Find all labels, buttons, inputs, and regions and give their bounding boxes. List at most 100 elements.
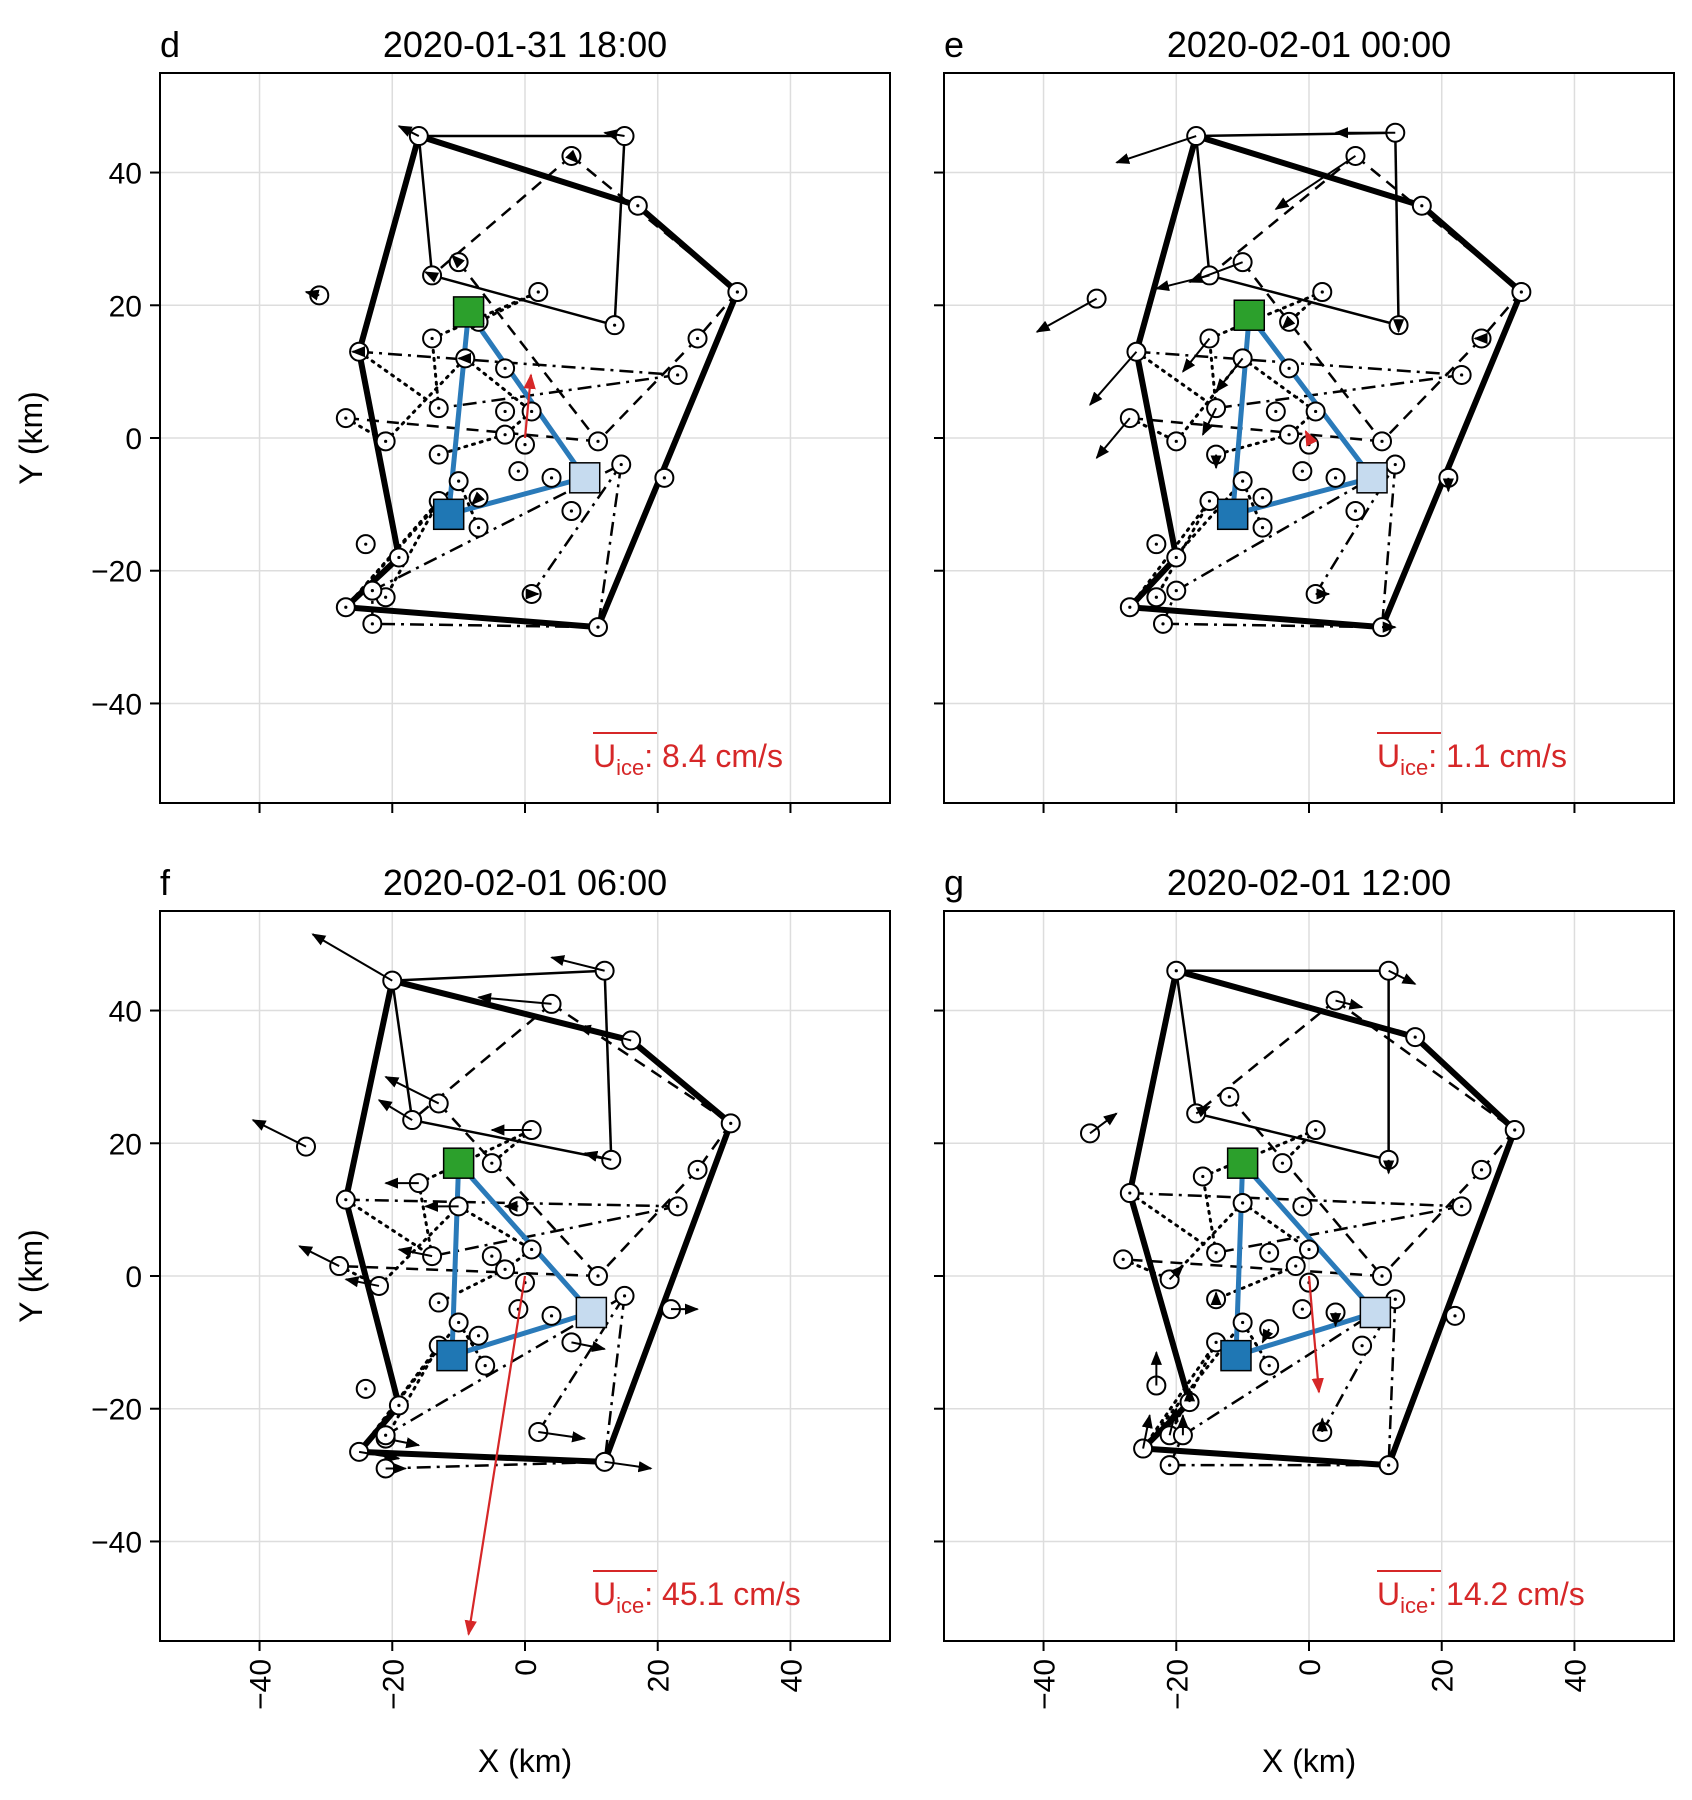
velocity-arrow (311, 933, 393, 982)
y-tick-label: 0 (125, 423, 142, 456)
mean-velocity-arrow (1304, 429, 1318, 447)
dashed-edge (1480, 291, 1523, 340)
velocity-dot (676, 1204, 680, 1208)
y-axis-label: Y (km) (13, 1229, 49, 1323)
velocity-dot (596, 625, 600, 629)
velocity-dot (662, 476, 666, 480)
velocity-dot (397, 555, 401, 560)
velocity-dot (1161, 622, 1165, 626)
plot-area: −40 −20 0 20 40 −40 −20 0 20 40 (91, 910, 891, 1710)
dotted-edge (477, 290, 540, 324)
velocity-arrow (571, 1341, 607, 1353)
y-axis-label: Y (km) (13, 391, 49, 485)
velocity-dot (1314, 409, 1318, 414)
site-squares (1220, 1147, 1392, 1372)
buoy-marker (1232, 252, 1253, 273)
velocity-dot (457, 1320, 461, 1325)
velocity-dot (364, 1387, 368, 1391)
dashed-edge (696, 291, 739, 340)
velocity-dot (1174, 969, 1178, 973)
velocity-dot (1300, 1307, 1304, 1311)
dashdot-edge (1136, 350, 1462, 377)
velocity-dot (1294, 1264, 1298, 1268)
velocity-dot (1201, 1174, 1205, 1179)
speed-value: : 14.2 cm/s (1428, 1576, 1585, 1612)
dotted-edge (1201, 1174, 1218, 1255)
velocity-dot (384, 1433, 388, 1437)
buoy-marker (369, 1275, 389, 1296)
network-lines (337, 969, 734, 1470)
thin-edge (1175, 970, 1198, 1114)
velocity-dot (1168, 1463, 1172, 1467)
velocity-dot (619, 462, 623, 467)
velocity-dot (1154, 595, 1158, 599)
velocity-dot (596, 439, 600, 443)
velocity-arrow (1195, 1105, 1211, 1118)
network-lines (1121, 967, 1518, 1469)
velocity-arrow (576, 1024, 632, 1042)
panel-letter: d (160, 24, 180, 65)
velocity-dot (1260, 496, 1265, 500)
dotted-edge (417, 1128, 534, 1185)
dashed-edge (550, 1002, 732, 1125)
velocity-dot (476, 525, 481, 530)
buoy-marker (1206, 398, 1227, 419)
dashdot-edge (537, 1295, 626, 1433)
velocity-dot (1260, 525, 1265, 530)
speed-subscript: ice (616, 755, 644, 780)
x-tick-label: 40 (775, 1659, 808, 1692)
speed-value: : 8.4 cm/s (644, 738, 783, 774)
velocity-dot (1214, 1251, 1218, 1255)
dashed-edge (1241, 261, 1383, 443)
dashed-edge (457, 261, 599, 443)
velocity-dot (503, 409, 507, 414)
site-square (1356, 462, 1388, 494)
site-square (436, 1339, 468, 1372)
y-tick-label: −20 (91, 1394, 142, 1427)
velocity-dot (384, 595, 388, 599)
velocity-dot (695, 1168, 700, 1172)
panel-letter: g (944, 862, 964, 903)
velocity-dot (364, 542, 368, 546)
velocity-dot (503, 366, 507, 370)
thin-edge (411, 1118, 612, 1162)
speed-subscript: ice (616, 1593, 644, 1618)
velocity-arrow (1089, 1112, 1118, 1135)
buoy-marker (296, 1136, 316, 1157)
velocity-dot (1320, 290, 1324, 294)
velocity-dot (476, 1334, 481, 1338)
velocity-dot (1154, 542, 1158, 546)
velocity-dot (549, 1314, 554, 1318)
velocity-dot (1333, 476, 1338, 480)
mean-velocity-arrow (464, 1275, 527, 1636)
velocity-dot (1307, 1247, 1311, 1252)
velocity-dot (523, 443, 527, 447)
velocity-dot (1174, 439, 1178, 443)
dotted-edge (1128, 1191, 1218, 1255)
thin-edge (1194, 135, 1211, 276)
velocity-dot (344, 605, 348, 609)
dotted-edge (1287, 409, 1318, 437)
velocity-dot (1280, 1161, 1285, 1165)
velocity-dot (490, 1254, 494, 1258)
dashdot-edge (385, 1294, 626, 1437)
velocity-arrow (304, 289, 320, 301)
thin-edge (417, 135, 434, 276)
velocity-arrow (451, 254, 465, 269)
thin-edge (391, 980, 414, 1121)
velocity-dot (370, 622, 374, 626)
site-square (442, 1147, 475, 1179)
speed-subscript: ice (1400, 755, 1428, 780)
velocity-dot (1393, 462, 1397, 467)
velocity-dot (1241, 479, 1245, 483)
velocity-dot (530, 409, 534, 414)
thin-edge (613, 135, 626, 326)
buoy-marker (1345, 145, 1366, 166)
ticks: −40 −20 0 20 40 −40 −20 0 20 40 (91, 996, 808, 1710)
velocity-dot (1174, 555, 1178, 560)
velocity-dot (569, 509, 574, 513)
thin-edge (603, 970, 613, 1160)
site-square (452, 296, 485, 328)
dotted-edge (1241, 1201, 1311, 1251)
panel-title: 2020-02-01 06:00 (383, 862, 667, 903)
